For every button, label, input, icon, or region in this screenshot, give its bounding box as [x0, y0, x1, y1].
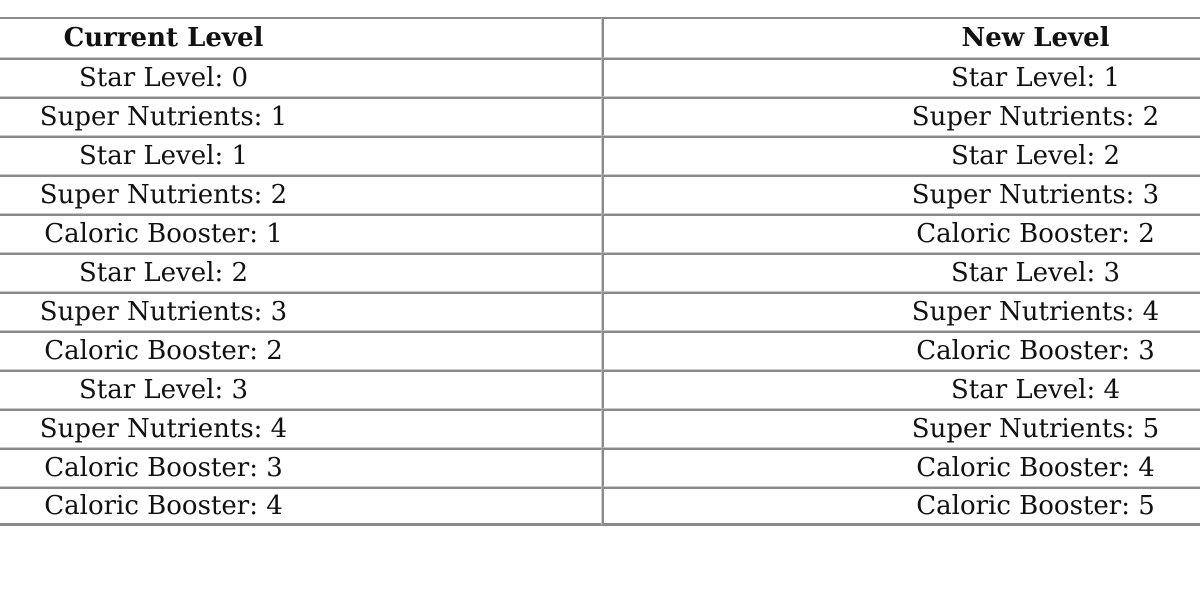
- current-level-cell: Super Nutrients: 2: [0, 175, 602, 214]
- table-row: Caloric Booster: 2 Caloric Booster: 3: [0, 331, 1200, 370]
- table-row: Star Level: 0 Star Level: 1: [0, 58, 1200, 97]
- new-level-cell: Star Level: 3: [602, 253, 1200, 292]
- new-level-cell: Super Nutrients: 2: [602, 97, 1200, 136]
- table-row: Super Nutrients: 1 Super Nutrients: 2: [0, 97, 1200, 136]
- table-row: Caloric Booster: 4 Caloric Booster: 5: [0, 487, 1200, 526]
- table-row: Caloric Booster: 3 Caloric Booster: 4: [0, 448, 1200, 487]
- new-level-cell: Caloric Booster: 3: [602, 331, 1200, 370]
- current-level-cell: Super Nutrients: 4: [0, 409, 602, 448]
- table-row: Caloric Booster: 1 Caloric Booster: 2: [0, 214, 1200, 253]
- table-row: Super Nutrients: 4 Super Nutrients: 5: [0, 409, 1200, 448]
- current-level-cell: Super Nutrients: 1: [0, 97, 602, 136]
- new-level-cell: Star Level: 1: [602, 58, 1200, 97]
- level-table: Current Level New Level Star Level: 0 Sta…: [0, 17, 1200, 526]
- new-level-cell: Star Level: 2: [602, 136, 1200, 175]
- current-level-cell: Star Level: 1: [0, 136, 602, 175]
- current-level-cell: Star Level: 0: [0, 58, 602, 97]
- current-level-cell: Super Nutrients: 3: [0, 292, 602, 331]
- new-level-cell: Super Nutrients: 3: [602, 175, 1200, 214]
- current-level-cell: Caloric Booster: 3: [0, 448, 602, 487]
- header-current-level: Current Level: [0, 17, 602, 58]
- header-new-level: New Level: [602, 17, 1200, 58]
- new-level-cell: Caloric Booster: 2: [602, 214, 1200, 253]
- new-level-cell: Super Nutrients: 5: [602, 409, 1200, 448]
- current-level-cell: Caloric Booster: 4: [0, 487, 602, 526]
- new-level-cell: Super Nutrients: 4: [602, 292, 1200, 331]
- current-level-cell: Caloric Booster: 2: [0, 331, 602, 370]
- table-row: Star Level: 2 Star Level: 3: [0, 253, 1200, 292]
- table-row: Super Nutrients: 2 Super Nutrients: 3: [0, 175, 1200, 214]
- current-level-cell: Caloric Booster: 1: [0, 214, 602, 253]
- new-level-cell: Caloric Booster: 4: [602, 448, 1200, 487]
- table-row: Super Nutrients: 3 Super Nutrients: 4: [0, 292, 1200, 331]
- new-level-cell: Star Level: 4: [602, 370, 1200, 409]
- new-level-cell: Caloric Booster: 5: [602, 487, 1200, 526]
- table-row: Star Level: 1 Star Level: 2: [0, 136, 1200, 175]
- header-row: Current Level New Level: [0, 17, 1200, 58]
- current-level-cell: Star Level: 2: [0, 253, 602, 292]
- current-level-cell: Star Level: 3: [0, 370, 602, 409]
- table-row: Star Level: 3 Star Level: 4: [0, 370, 1200, 409]
